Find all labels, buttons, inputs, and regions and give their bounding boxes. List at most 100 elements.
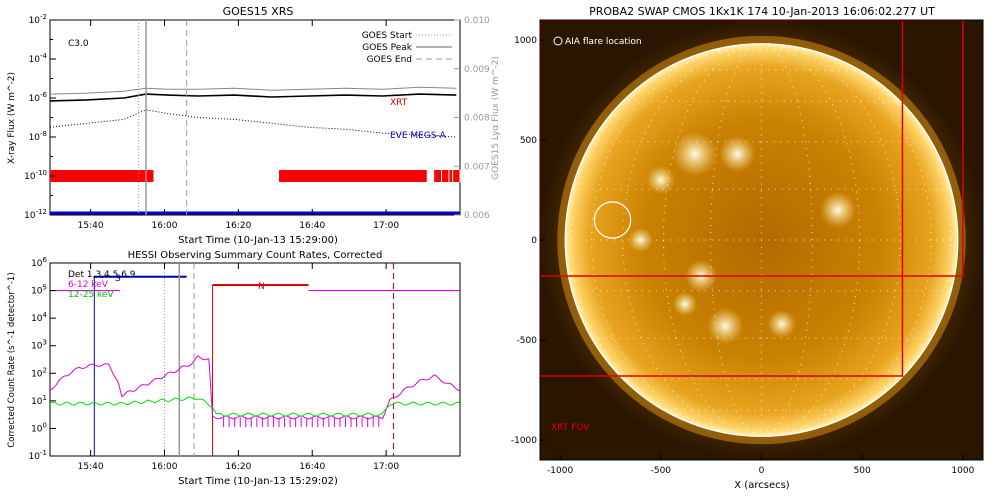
hessi-x-axis: 15:40 16:00 16:20 16:40 17:00 bbox=[78, 263, 399, 472]
goes-series-line-1 bbox=[49, 86, 457, 95]
goes-series-line-0 bbox=[49, 93, 457, 102]
hessi-legend-entry: 6-12 keV bbox=[68, 280, 109, 290]
goes-x-tick-label: 16:40 bbox=[299, 221, 325, 231]
hessi-y-tick-label: 100 bbox=[31, 421, 47, 434]
hessi-legend-entry: Det 1,3,4,5,6,9 bbox=[68, 270, 136, 280]
swap-x-tick-label: -1000 bbox=[547, 466, 573, 476]
goes-y-right-tick-label: 0.007 bbox=[464, 162, 490, 172]
hessi-night-flag: N bbox=[258, 282, 265, 292]
heliographic-grid bbox=[565, 43, 958, 437]
goes-x-tick-label: 16:20 bbox=[225, 221, 251, 231]
active-region-glow bbox=[719, 135, 756, 173]
goes-xlabel: Start Time (10-Jan-13 15:29:00) bbox=[178, 235, 338, 246]
active-region-glow bbox=[767, 309, 796, 339]
goes-y-tick-label: 10-2 bbox=[29, 13, 47, 26]
swap-title: PROBA2 SWAP CMOS 1Kx1K 174 10-Jan-2013 1… bbox=[589, 5, 935, 18]
goes-x-tick-label: 15:40 bbox=[78, 221, 104, 231]
goes-ylabel-right: GOES15 Lyα Flux (W m^-2) bbox=[491, 56, 501, 180]
hessi-legend-entry: 12-25 keV bbox=[68, 290, 114, 300]
xrt-coverage-bar bbox=[50, 170, 154, 182]
aia-legend-circle bbox=[553, 36, 563, 46]
hessi-ylabel: Corrected Count Rate (s^-1 detector^-1) bbox=[7, 272, 17, 447]
goes-x-axis: 15:40 16:00 16:20 16:40 17:00 bbox=[78, 20, 399, 231]
active-region-glow bbox=[646, 165, 675, 195]
swap-aia-label: AIA flare location bbox=[565, 37, 642, 47]
hessi-x-tick-label: 16:00 bbox=[152, 462, 178, 472]
hessi-xlabel: Start Time (10-Jan-13 15:29:02) bbox=[178, 476, 338, 487]
swap-y-axis: 1000 500 0 -500 -1000 bbox=[511, 36, 546, 446]
swap-x-tick-label: 500 bbox=[854, 466, 871, 476]
active-region-glow bbox=[628, 227, 653, 253]
goes-x-tick-label: 16:00 bbox=[152, 221, 178, 231]
hessi-y-tick-label: 106 bbox=[31, 256, 47, 269]
hessi-count-rate-chart: HESSI Observing Summary Count Rates, Cor… bbox=[7, 250, 461, 487]
hessi-title: HESSI Observing Summary Count Rates, Cor… bbox=[128, 250, 383, 261]
hessi-y-tick-label: 105 bbox=[31, 284, 47, 297]
hessi-y-tick-label: 103 bbox=[31, 339, 47, 352]
hessi-series-line-0 bbox=[49, 355, 461, 420]
hessi-x-tick-label: 16:20 bbox=[225, 462, 251, 472]
swap-y-tick-label: -1000 bbox=[511, 436, 537, 446]
goes-series-line-2 bbox=[49, 109, 457, 138]
xrt-coverage-bar bbox=[279, 170, 427, 182]
longitude-line bbox=[761, 43, 932, 437]
swap-overlays bbox=[540, 20, 964, 377]
hessi-plot-frame bbox=[49, 262, 461, 457]
goes-y-right-tick-label: 0.006 bbox=[464, 211, 490, 221]
goes-marks bbox=[49, 20, 483, 215]
hessi-series-line-1 bbox=[49, 396, 461, 417]
goes-y-axis: 10-2 10-4 10-6 10-8 10-10 10-12 bbox=[24, 13, 56, 221]
swap-y-tick-label: 500 bbox=[520, 136, 537, 146]
active-region-glow bbox=[707, 307, 744, 345]
xrt-fov-box bbox=[540, 20, 904, 377]
goes-title: GOES15 XRS bbox=[223, 5, 294, 18]
xrt-fov-box bbox=[540, 20, 964, 277]
goes-legend-entry: GOES Start bbox=[362, 31, 413, 41]
swap-y-tick-label: -500 bbox=[517, 336, 538, 346]
longitude-line bbox=[761, 43, 952, 437]
xrt-coverage-bar bbox=[434, 170, 460, 182]
active-region-glow bbox=[819, 191, 857, 229]
goes-y-right-tick-label: 0.009 bbox=[464, 65, 490, 75]
swap-solar-image: PROBA2 SWAP CMOS 1Kx1K 174 10-Jan-2013 1… bbox=[511, 5, 984, 491]
goes-y-tick-label: 10-6 bbox=[29, 91, 48, 104]
goes-y-tick-label: 10-10 bbox=[24, 169, 47, 182]
swap-x-tick-label: -500 bbox=[651, 466, 672, 476]
active-region-glow bbox=[672, 291, 698, 317]
hessi-x-tick-label: 17:00 bbox=[373, 462, 399, 472]
goes-y-right-tick-label: 0.008 bbox=[464, 114, 490, 124]
swap-xrt-fov-label: XRT FOV bbox=[551, 423, 590, 433]
hessi-y-tick-label: 10-1 bbox=[29, 449, 47, 462]
goes-class-label: C3.0 bbox=[68, 39, 89, 49]
hessi-y-tick-label: 104 bbox=[31, 311, 47, 324]
goes-y-tick-label: 10-4 bbox=[29, 52, 48, 65]
hessi-y-tick-label: 102 bbox=[31, 366, 47, 379]
goes-legend-entry: GOES End bbox=[367, 55, 412, 65]
goes-legend: GOES Start GOES Peak GOES End bbox=[362, 31, 452, 65]
longitude-line bbox=[591, 43, 762, 437]
aia-flare-circle bbox=[593, 201, 632, 239]
goes-y-right-tick-label: 0.010 bbox=[464, 16, 490, 26]
swap-xlabel: X (arcsecs) bbox=[734, 480, 790, 491]
goes-legend-entry: GOES Peak bbox=[362, 43, 412, 53]
hessi-saa-flag: S bbox=[115, 274, 121, 284]
hessi-y-axis: 106 105 104 103 102 101 100 10-1 bbox=[29, 256, 56, 462]
goes-x-tick-label: 17:00 bbox=[373, 221, 399, 231]
hessi-x-tick-label: 15:40 bbox=[78, 462, 104, 472]
active-region-glow bbox=[672, 131, 718, 177]
swap-y-tick-label: 0 bbox=[531, 236, 537, 246]
swap-x-axis: -1000 -500 0 500 1000 bbox=[547, 454, 975, 476]
goes-y-tick-label: 10-12 bbox=[24, 208, 47, 221]
swap-x-tick-label: 1000 bbox=[951, 466, 974, 476]
hessi-marks bbox=[49, 263, 461, 456]
hessi-x-tick-label: 16:40 bbox=[299, 462, 325, 472]
swap-y-tick-label: 1000 bbox=[514, 36, 537, 46]
goes-ylabel: X-ray Flux (W m^-2) bbox=[7, 72, 17, 164]
solar-disk bbox=[557, 35, 966, 445]
goes-eve-label: EVE MEGS-A bbox=[390, 131, 447, 141]
goes-y-tick-label: 10-8 bbox=[29, 130, 47, 143]
goes-y-right-axis: 0.010 0.009 0.008 0.007 0.006 bbox=[454, 16, 490, 221]
